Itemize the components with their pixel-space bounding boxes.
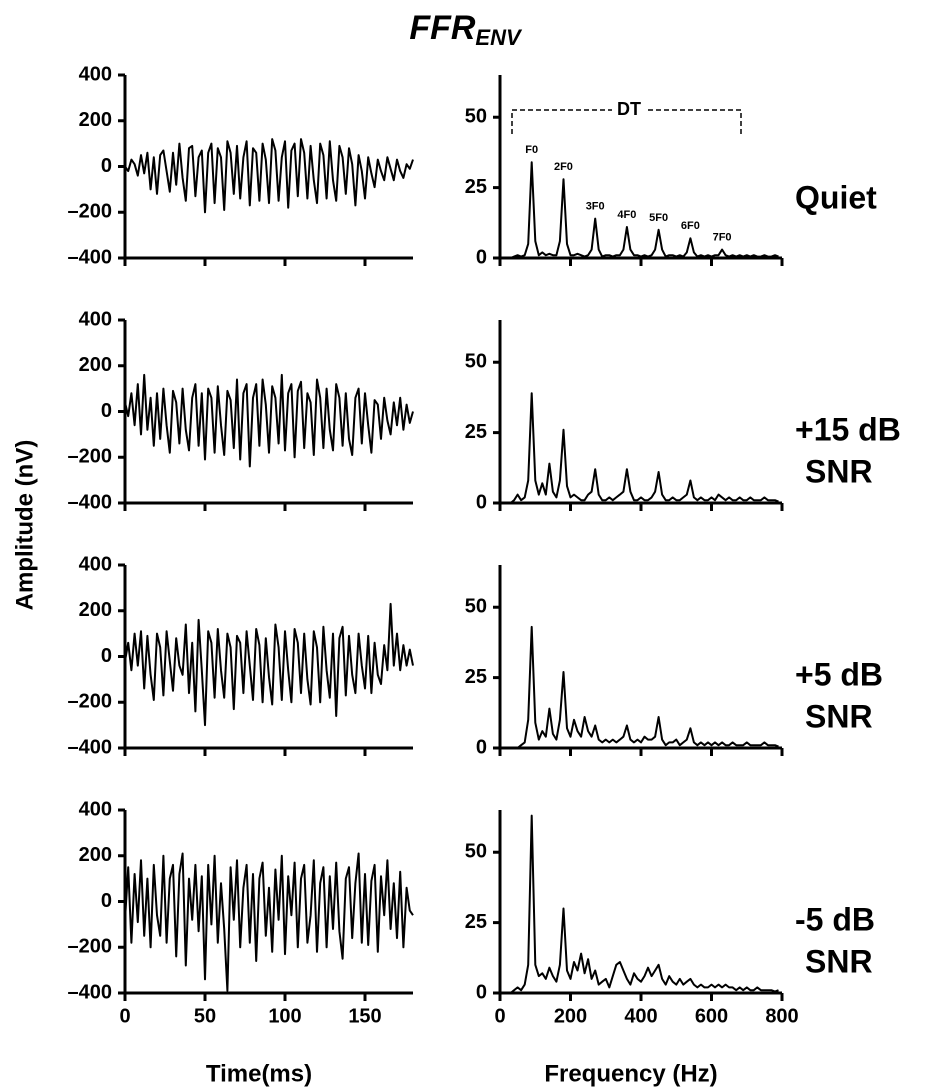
y-tick-label: 50 (465, 596, 487, 618)
bracket-label-bg (612, 99, 646, 121)
data-line (509, 392, 779, 504)
y-tick-label: –200 (68, 446, 113, 468)
peak-label: 7F0 (713, 231, 732, 243)
y-tick-label: –400 (68, 246, 113, 268)
y-tick-label: 50 (465, 841, 487, 863)
y-tick-label: 400 (79, 553, 112, 575)
y-tick-label: 0 (101, 155, 112, 177)
y-tick-label: –200 (68, 936, 113, 958)
y-tick-label: 400 (79, 63, 112, 85)
data-line (124, 602, 414, 727)
y-tick-label: 200 (79, 354, 112, 376)
y-tick-label: 50 (465, 351, 487, 373)
peak-label: 2F0 (554, 161, 573, 173)
x-tick-label: 0 (494, 1005, 505, 1027)
y-tick-label: 400 (79, 308, 112, 330)
title-main: FFR (409, 9, 476, 47)
y-tick-label: 200 (79, 844, 112, 866)
y-tick-label: 0 (101, 645, 112, 667)
y-tick-label: 200 (79, 599, 112, 621)
condition-label: SNR (805, 698, 873, 734)
x-tick-label: 600 (695, 1005, 728, 1027)
condition-label: -5 dB (795, 901, 875, 937)
x-axis-label: Frequency (Hz) (544, 1060, 717, 1087)
x-tick-label: 200 (554, 1005, 587, 1027)
peak-label: 5F0 (649, 212, 668, 224)
peak-label: F0 (525, 144, 538, 156)
y-tick-label: 400 (79, 798, 112, 820)
y-tick-label: –200 (68, 691, 113, 713)
y-tick-label: 25 (465, 421, 487, 443)
peak-label: 3F0 (586, 200, 605, 212)
y-axis-label: Amplitude (nV) (11, 440, 38, 611)
bracket-label: DT (617, 99, 641, 119)
x-tick-label: 0 (119, 1005, 130, 1027)
condition-label: Quiet (795, 179, 877, 215)
x-axis-label: Time(ms) (206, 1060, 312, 1087)
peak-label: 6F0 (681, 220, 700, 232)
y-tick-label: 200 (79, 109, 112, 131)
data-line (510, 161, 779, 259)
y-tick-label: 0 (101, 400, 112, 422)
condition-label: SNR (805, 453, 873, 489)
y-tick-label: –400 (68, 491, 113, 513)
y-tick-label: 0 (101, 890, 112, 912)
x-tick-label: 100 (268, 1005, 301, 1027)
condition-label: +5 dB (795, 656, 883, 692)
x-tick-label: 800 (765, 1005, 798, 1027)
x-tick-label: 400 (624, 1005, 657, 1027)
y-tick-label: –400 (68, 981, 113, 1003)
figure-title: FFRENV (409, 9, 523, 50)
x-tick-label: 50 (194, 1005, 216, 1027)
y-tick-label: 50 (465, 106, 487, 128)
data-line (124, 138, 414, 214)
title-subscript: ENV (475, 25, 523, 50)
condition-label: +15 dB (795, 411, 901, 447)
y-tick-label: 0 (476, 736, 487, 758)
data-line (509, 814, 779, 994)
x-tick-label: 150 (348, 1005, 381, 1027)
peak-label: 4F0 (617, 209, 636, 221)
data-line (510, 625, 779, 749)
condition-label: SNR (805, 943, 873, 979)
y-tick-label: 0 (476, 491, 487, 513)
y-tick-label: 25 (465, 176, 487, 198)
data-line (124, 852, 414, 992)
data-line (124, 373, 414, 468)
y-tick-label: –400 (68, 736, 113, 758)
y-tick-label: 0 (476, 981, 487, 1003)
y-tick-label: 25 (465, 666, 487, 688)
y-tick-label: 0 (476, 246, 487, 268)
y-tick-label: 25 (465, 911, 487, 933)
y-tick-label: –200 (68, 201, 113, 223)
